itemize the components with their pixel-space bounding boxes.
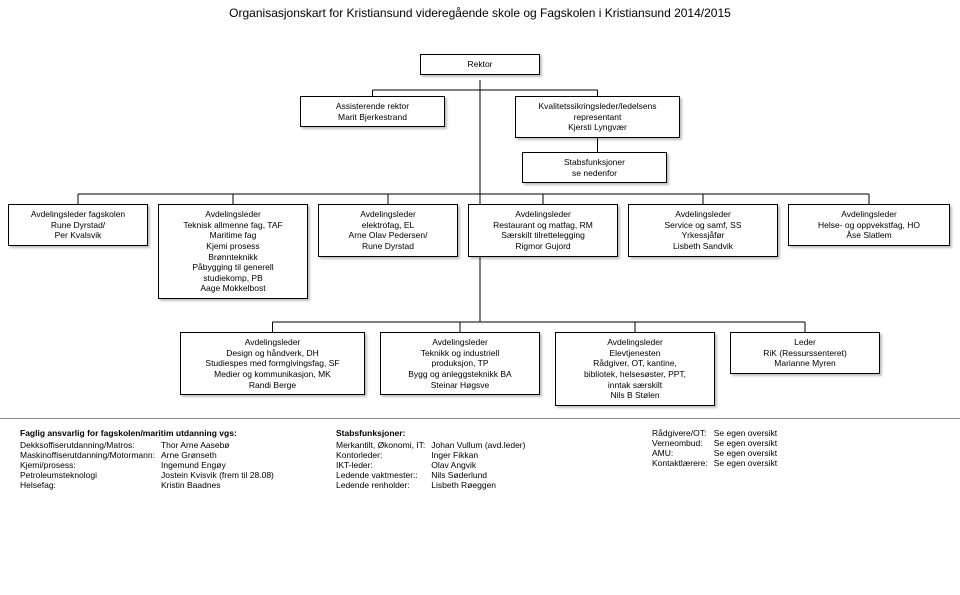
cell: Merkantilt, Økonomi, IT: [336, 440, 431, 450]
box-stabs: Stabsfunksjonerse nedenfor [522, 152, 667, 183]
cell: Arne Grønseth [161, 450, 280, 460]
col-stabs-header: Stabsfunksjoner: [336, 428, 624, 438]
box-r1_3: Avdelingslederelektrofag, ELArne Olav Pe… [318, 204, 458, 257]
cell: IKT-leder: [336, 460, 431, 470]
cell: Rådgivere/OT: [652, 428, 714, 438]
box-r1_5: AvdelingslederService og samf, SSYrkessj… [628, 204, 778, 257]
cell: Kontorleder: [336, 450, 431, 460]
box-r1_2: AvdelingslederTeknisk allmenne fag, TAFM… [158, 204, 308, 299]
cell: Thor Arne Aasebø [161, 440, 280, 450]
box-r1_6: AvdelingslederHelse- og oppvekstfag, HOÅ… [788, 204, 950, 246]
page-title: Organisasjonskart for Kristiansund vider… [0, 0, 960, 24]
separator [0, 418, 960, 419]
cell: Kristin Baadnes [161, 480, 280, 490]
cell: Lisbeth Røeggen [431, 480, 531, 490]
cell: Olav Angvik [431, 460, 531, 470]
box-r1_4: AvdelingslederRestaurant og matfag, RMSæ… [468, 204, 618, 257]
cell: Se egen oversikt [714, 428, 783, 438]
cell: Inger Fikkan [431, 450, 531, 460]
box-r2_3: AvdelingslederElevtjenestenRådgiver, OT,… [555, 332, 715, 406]
bottom-columns: Faglig ansvarlig for fagskolen/maritim u… [0, 428, 960, 490]
box-r1_1: Avdelingsleder fagskolenRune Dyrstad/Per… [8, 204, 148, 246]
box-r2_4: LederRiK (Ressurssenteret)Marianne Myren [730, 332, 880, 374]
box-r2_2: AvdelingslederTeknikk og industriellprod… [380, 332, 540, 395]
box-kvalitet: Kvalitetssikringsleder/ledelsensrepresen… [515, 96, 680, 138]
cell: Se egen oversikt [714, 438, 783, 448]
cell: Petroleumsteknologi [20, 470, 161, 480]
box-rektor: Rektor [420, 54, 540, 75]
cell: Kontaktlærere: [652, 458, 714, 468]
box-assist: Assisterende rektorMarit Bjerkestrand [300, 96, 445, 127]
col-stabs-table: Merkantilt, Økonomi, IT:Johan Vullum (av… [336, 440, 531, 490]
cell: Dekksoffiserutdanning/Matros: [20, 440, 161, 450]
cell: Ingemund Engøy [161, 460, 280, 470]
cell: Kjemi/prosess: [20, 460, 161, 470]
cell: Ledende renholder: [336, 480, 431, 490]
col-ref: Rådgivere/OT:Se egen oversiktVerneombud:… [652, 428, 940, 490]
box-r2_1: AvdelingslederDesign og håndverk, DHStud… [180, 332, 365, 395]
col-ref-table: Rådgivere/OT:Se egen oversiktVerneombud:… [652, 428, 783, 468]
col-faglig: Faglig ansvarlig for fagskolen/maritim u… [20, 428, 308, 490]
col-stabs: Stabsfunksjoner: Merkantilt, Økonomi, IT… [336, 428, 624, 490]
cell: Se egen oversikt [714, 458, 783, 468]
cell: Jostein Kvisvik (frem til 28.08) [161, 470, 280, 480]
cell: Maskinoffiserutdanning/Motormann: [20, 450, 161, 460]
col-faglig-table: Dekksoffiserutdanning/Matros:Thor Arne A… [20, 440, 280, 490]
cell: Nils Søderlund [431, 470, 531, 480]
cell: Helsefag: [20, 480, 161, 490]
cell: AMU: [652, 448, 714, 458]
cell: Ledende vaktmester:: [336, 470, 431, 480]
cell: Johan Vullum (avd.leder) [431, 440, 531, 450]
col-faglig-header: Faglig ansvarlig for fagskolen/maritim u… [20, 428, 308, 438]
cell: Verneombud: [652, 438, 714, 448]
cell: Se egen oversikt [714, 448, 783, 458]
